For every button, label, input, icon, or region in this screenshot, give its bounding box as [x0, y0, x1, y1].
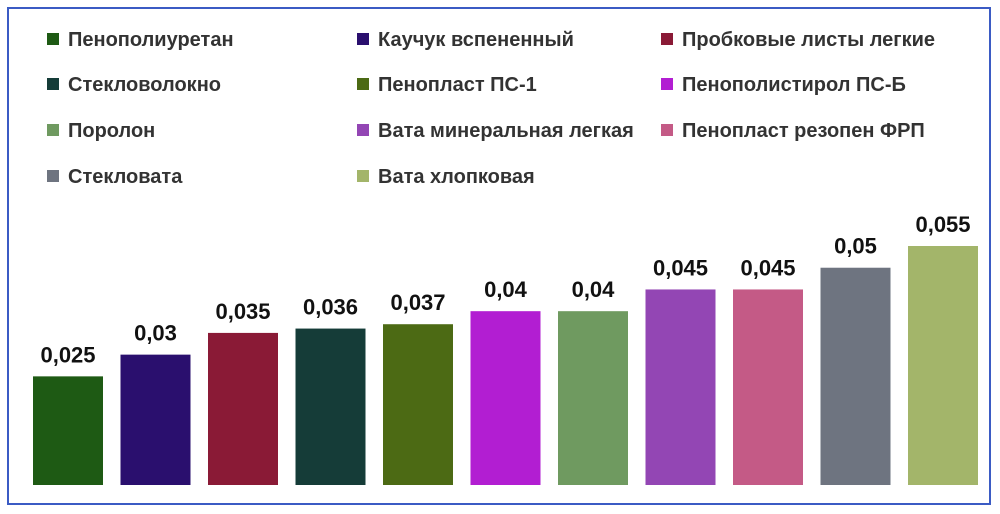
bar [208, 332, 278, 485]
bar [645, 289, 716, 485]
legend-swatch [357, 170, 369, 182]
legend-label: Стекловата [68, 166, 183, 188]
legend-item: Каучук вспененный [357, 29, 574, 51]
bar-chart: Пенополиуретан Каучук вспененный Пробковые… [33, 29, 978, 485]
legend-label: Каучук вспененный [378, 29, 574, 51]
bar [383, 324, 453, 485]
legend-label: Поролон [68, 120, 155, 142]
legend-swatch [357, 33, 369, 45]
data-label: 0,045 [740, 255, 795, 280]
data-label: 0,055 [915, 212, 970, 237]
legend-swatch [47, 170, 59, 182]
data-label: 0,035 [215, 299, 270, 324]
legend-item: Вата хлопковая [357, 166, 535, 188]
bar [33, 376, 103, 485]
data-label: 0,04 [572, 277, 616, 302]
legend-swatch [47, 124, 59, 136]
data-label: 0,045 [653, 255, 708, 280]
data-label: 0,036 [303, 295, 358, 320]
bar [295, 328, 366, 485]
bar [820, 267, 891, 485]
data-label: 0,03 [134, 321, 177, 346]
bar [120, 354, 191, 485]
data-label: 0,037 [390, 290, 445, 315]
legend-item: Пенополистирол ПС-Б [661, 74, 906, 96]
legend-label: Пробковые листы легкие [682, 29, 935, 51]
legend-label: Пенополиуретан [68, 29, 234, 51]
legend-item: Пробковые листы легкие [661, 29, 935, 51]
chart-frame: Пенополиуретан Каучук вспененный Пробковые… [7, 7, 991, 505]
legend-swatch [47, 33, 59, 45]
legend-item: Стекловата [47, 166, 183, 188]
bar [733, 289, 803, 485]
legend-item: Стекловолокно [47, 74, 221, 96]
legend-item: Пенополиуретан [47, 29, 234, 51]
legend-item: Вата минеральная легкая [357, 120, 634, 142]
data-label: 0,04 [484, 277, 528, 302]
data-label: 0,025 [40, 342, 95, 367]
legend-item: Пенопласт ПС-1 [357, 74, 537, 96]
legend-swatch [47, 78, 59, 90]
legend-item: Поролон [47, 120, 155, 142]
legend-label: Пенопласт ПС-1 [378, 74, 537, 96]
legend-label: Стекловолокно [68, 74, 221, 96]
legend-label: Пенополистирол ПС-Б [682, 74, 906, 96]
legend-swatch [357, 124, 369, 136]
bar [470, 311, 541, 485]
legend-swatch [661, 78, 673, 90]
bar [908, 246, 978, 485]
legend-swatch [357, 78, 369, 90]
legend-swatch [661, 124, 673, 136]
legend-item: Пенопласт резопен ФРП [661, 120, 925, 142]
legend-swatch [661, 33, 673, 45]
legend-label: Вата хлопковая [378, 166, 535, 188]
data-label: 0,05 [834, 234, 877, 259]
legend-label: Пенопласт резопен ФРП [682, 120, 925, 142]
legend-label: Вата минеральная легкая [378, 120, 634, 142]
bar [558, 311, 628, 485]
